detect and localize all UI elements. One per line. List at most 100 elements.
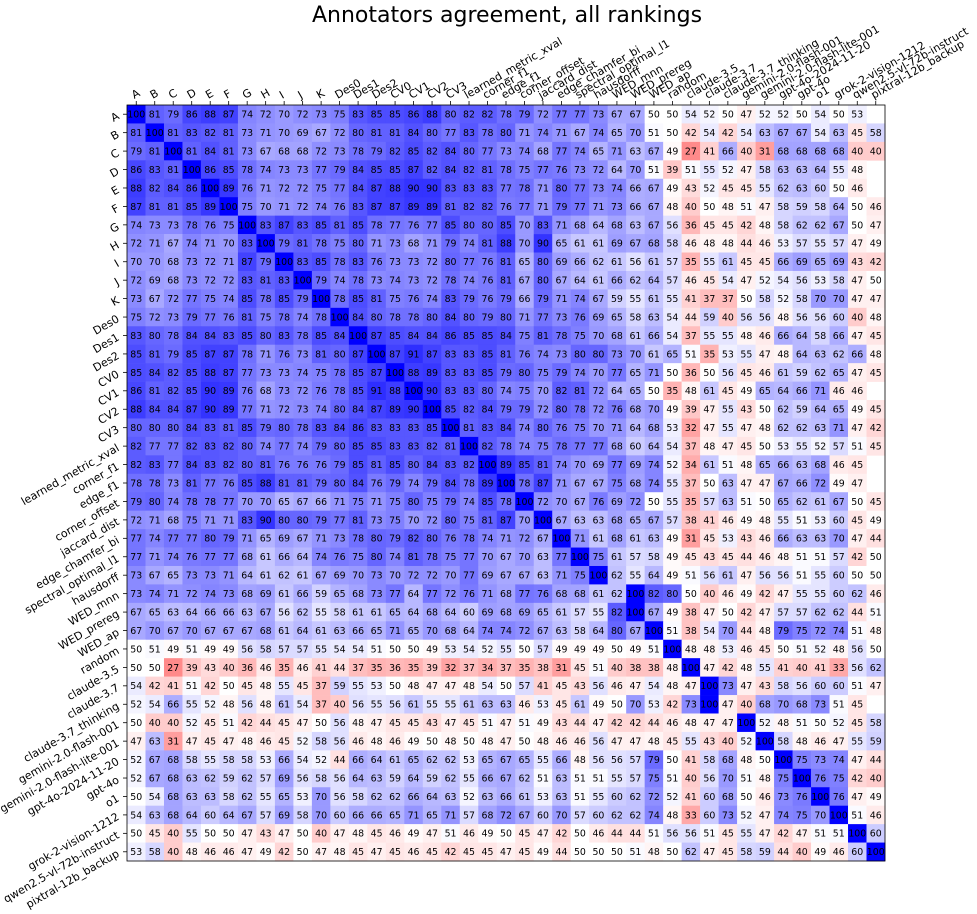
heatmap-cell (755, 178, 775, 198)
cell-value-label: 47 (445, 681, 457, 692)
cell-value-label: 65 (278, 792, 290, 803)
cell-value-label: 68 (408, 239, 420, 250)
cell-value-label: 56 (297, 773, 309, 784)
cell-value-label: 80 (408, 497, 420, 508)
cell-value-label: 75 (426, 497, 438, 508)
cell-value-label: 69 (149, 276, 161, 287)
cell-value-label: 51 (851, 681, 863, 692)
cell-value-label: 65 (408, 755, 420, 766)
cell-value-label: 67 (204, 626, 216, 637)
cell-value-label: 67 (130, 607, 142, 618)
cell-value-label: 66 (796, 386, 808, 397)
cell-value-label: 64 (796, 349, 808, 360)
cell-value-label: 71 (223, 515, 235, 526)
heatmap-cell (367, 105, 387, 124)
cell-value-label: 55 (666, 497, 678, 508)
cell-value-label: 73 (389, 257, 401, 268)
cell-value-label: 74 (315, 405, 327, 416)
cell-value-label: 62 (592, 257, 604, 268)
heatmap-cell (404, 123, 424, 143)
cell-value-label: 48 (537, 737, 549, 748)
cell-value-label: 100 (516, 497, 534, 508)
cell-value-label: 81 (482, 239, 494, 250)
cell-value-label: 50 (759, 497, 771, 508)
cell-value-label: 65 (482, 755, 494, 766)
cell-value-label: 54 (297, 700, 309, 711)
cell-value-label: 46 (870, 202, 882, 213)
heatmap-cell (478, 160, 498, 180)
cell-value-label: 72 (408, 571, 420, 582)
heatmap-cell (829, 141, 849, 161)
heatmap-cell (348, 215, 368, 235)
cell-value-label: 56 (334, 773, 346, 784)
x-axis-ticks: A B C D E F G H I J K Des0Des1Des2CV0CV1CV2CV3learn… (129, 23, 971, 105)
cell-value-label: 50 (851, 571, 863, 582)
cell-value-label: 52 (759, 718, 771, 729)
cell-value-label: 46 (814, 737, 826, 748)
heatmap-cell (200, 105, 220, 124)
cell-value-label: 62 (796, 220, 808, 231)
cell-value-label: 64 (648, 442, 660, 453)
cell-value-label: 59 (389, 773, 401, 784)
cell-value-label: 73 (167, 220, 179, 231)
cell-value-label: 51 (685, 349, 697, 360)
cell-value-label: 68 (500, 589, 512, 600)
heatmap-cell (422, 141, 442, 161)
cell-value-label: 74 (833, 755, 845, 766)
cell-value-label: 62 (870, 663, 882, 674)
cell-value-label: 61 (555, 607, 567, 618)
cell-value-label: 70 (722, 773, 734, 784)
heatmap-cell (237, 123, 257, 143)
cell-value-label: 70 (592, 331, 604, 342)
cell-value-label: 51 (648, 829, 660, 840)
cell-value-label: 80 (297, 515, 309, 526)
heatmap-cell (755, 252, 775, 272)
cell-value-label: 70 (315, 810, 327, 821)
cell-value-label: 77 (167, 460, 179, 471)
heatmap-cell (700, 197, 719, 216)
cell-value-label: 48 (796, 737, 808, 748)
cell-value-label: 56 (592, 681, 604, 692)
cell-value-label: 80 (537, 276, 549, 287)
cell-value-label: 78 (186, 497, 198, 508)
cell-value-label: 73 (500, 147, 512, 158)
cell-value-label: 47 (537, 829, 549, 840)
cell-value-label: 71 (574, 534, 586, 545)
cell-value-label: 51 (648, 644, 660, 655)
heatmap-cell (811, 141, 830, 161)
cell-value-label: 78 (555, 331, 567, 342)
cell-value-label: 55 (759, 663, 771, 674)
cell-value-label: 73 (260, 368, 272, 379)
cell-value-label: 70 (241, 497, 253, 508)
cell-value-label: 57 (796, 239, 808, 250)
cell-value-label: 63 (500, 700, 512, 711)
heatmap-cell (626, 234, 645, 253)
cell-value-label: 81 (297, 478, 309, 489)
cell-value-label: 69 (833, 257, 845, 268)
cell-value-label: 49 (870, 792, 882, 803)
cell-value-label: 48 (870, 626, 882, 637)
cell-value-label: 70 (445, 571, 457, 582)
heatmap-cell (404, 141, 424, 161)
cell-value-label: 64 (463, 626, 475, 637)
cell-value-label: 62 (241, 773, 253, 784)
cell-value-label: 45 (870, 442, 882, 453)
cell-value-label: 49 (870, 239, 882, 250)
heatmap-cell (681, 215, 701, 235)
heatmap-cell (200, 215, 220, 235)
cell-value-label: 71 (204, 239, 216, 250)
cell-value-label: 48 (777, 718, 789, 729)
heatmap-cell (644, 252, 664, 272)
cell-value-label: 81 (463, 423, 475, 434)
heatmap-cell (774, 234, 793, 253)
cell-value-label: 67 (500, 773, 512, 784)
cell-value-label: 79 (167, 110, 179, 121)
heatmap-cell (293, 197, 313, 216)
cell-value-label: 80 (574, 349, 586, 360)
cell-value-label: 63 (722, 478, 734, 489)
cell-value-label: 70 (814, 294, 826, 305)
heatmap-cell (792, 105, 812, 124)
heatmap-cell (385, 160, 405, 180)
heatmap-cell (127, 252, 146, 272)
heatmap-cell (700, 141, 719, 161)
